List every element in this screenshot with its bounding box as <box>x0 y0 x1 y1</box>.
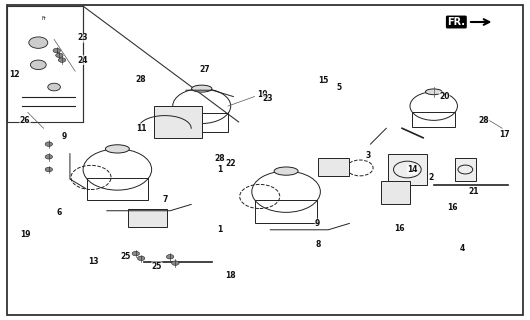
Bar <box>7 6 83 122</box>
Text: 11: 11 <box>136 124 146 133</box>
Bar <box>86 178 148 200</box>
Circle shape <box>166 254 174 259</box>
Text: 25: 25 <box>152 262 162 271</box>
Circle shape <box>29 37 48 48</box>
Text: 1: 1 <box>217 225 223 234</box>
Bar <box>455 158 476 180</box>
Circle shape <box>58 58 66 62</box>
Ellipse shape <box>105 145 129 153</box>
Text: 14: 14 <box>408 165 418 174</box>
Circle shape <box>56 53 63 58</box>
Text: 17: 17 <box>500 130 510 139</box>
Text: 16: 16 <box>394 224 405 233</box>
Text: 6: 6 <box>57 208 62 217</box>
Text: 23: 23 <box>262 94 273 103</box>
Text: 10: 10 <box>257 91 268 100</box>
Text: 15: 15 <box>318 76 328 85</box>
Bar <box>317 158 349 176</box>
Text: 28: 28 <box>136 75 146 84</box>
Ellipse shape <box>274 167 298 175</box>
Bar <box>255 200 317 223</box>
Circle shape <box>45 142 52 146</box>
Bar <box>154 106 202 138</box>
Text: 22: 22 <box>225 159 236 168</box>
Text: 26: 26 <box>20 116 30 125</box>
Text: 4: 4 <box>460 244 465 253</box>
Text: 7: 7 <box>162 195 167 204</box>
Circle shape <box>45 155 52 159</box>
Bar <box>128 209 167 227</box>
Text: 18: 18 <box>225 271 236 280</box>
Text: 16: 16 <box>447 203 457 212</box>
Text: 25: 25 <box>120 252 130 261</box>
Bar <box>412 112 455 127</box>
Text: 5: 5 <box>336 83 341 92</box>
Ellipse shape <box>191 85 212 92</box>
Text: 20: 20 <box>439 92 449 101</box>
Text: 9: 9 <box>315 219 320 228</box>
Text: 28: 28 <box>479 116 489 125</box>
Text: 21: 21 <box>468 187 479 196</box>
Text: 2: 2 <box>428 173 434 182</box>
Text: 19: 19 <box>20 230 30 239</box>
Text: 8: 8 <box>315 240 321 249</box>
Text: 27: 27 <box>199 65 210 74</box>
Circle shape <box>137 256 145 260</box>
Circle shape <box>53 48 60 53</box>
Bar <box>175 113 228 132</box>
Text: 9: 9 <box>62 132 67 141</box>
Text: 13: 13 <box>89 257 99 266</box>
Text: 28: 28 <box>215 154 225 163</box>
Ellipse shape <box>426 89 442 95</box>
Text: 3: 3 <box>365 151 370 160</box>
Circle shape <box>132 252 139 256</box>
Circle shape <box>45 167 52 172</box>
Bar <box>387 154 427 185</box>
Text: 24: 24 <box>78 56 89 65</box>
Circle shape <box>30 60 46 69</box>
Bar <box>381 180 410 204</box>
Text: 1: 1 <box>217 165 223 174</box>
Text: 23: 23 <box>78 33 89 42</box>
Text: Fr: Fr <box>41 16 46 21</box>
Circle shape <box>172 261 179 265</box>
Text: FR.: FR. <box>447 17 465 27</box>
Text: 12: 12 <box>10 70 20 79</box>
Circle shape <box>48 83 60 91</box>
